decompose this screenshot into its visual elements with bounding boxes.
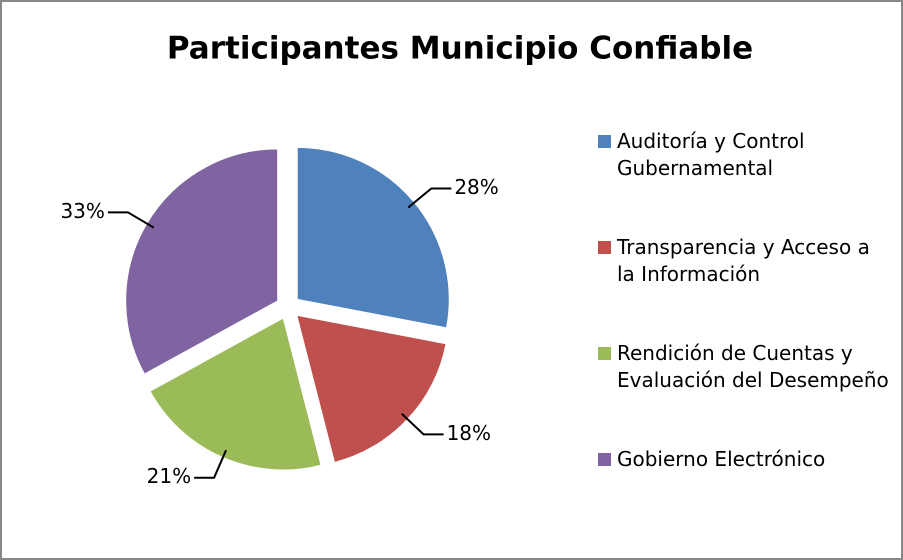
legend-swatch	[598, 135, 611, 148]
leader-line	[401, 413, 444, 436]
legend-swatch	[598, 347, 611, 360]
data-label: 21%	[147, 464, 191, 488]
data-label: 28%	[454, 175, 498, 199]
leader-line	[194, 449, 227, 479]
legend-swatch	[598, 453, 611, 466]
data-label: 18%	[447, 421, 491, 445]
legend-item: Auditoría y Control Gubernamental	[598, 128, 893, 182]
legend-swatch	[598, 241, 611, 254]
data-label: 33%	[60, 199, 104, 223]
legend-label: Transparencia y Acceso a la Información	[617, 235, 870, 286]
legend-label: Gobierno Electrónico	[617, 447, 826, 471]
legend-item: Transparencia y Acceso a la Información	[598, 234, 893, 288]
legend: Auditoría y Control Gubernamental Transpa…	[598, 128, 893, 473]
legend-item: Rendición de Cuentas y Evaluación del De…	[598, 340, 893, 394]
leader-line	[407, 187, 452, 209]
legend-label: Rendición de Cuentas y Evaluación del De…	[617, 341, 889, 392]
legend-label: Auditoría y Control Gubernamental	[617, 129, 805, 180]
leader-line	[107, 211, 155, 229]
chart-title: Participantes Municipio Confiable	[167, 31, 753, 67]
legend-item: Gobierno Electrónico	[598, 446, 893, 473]
